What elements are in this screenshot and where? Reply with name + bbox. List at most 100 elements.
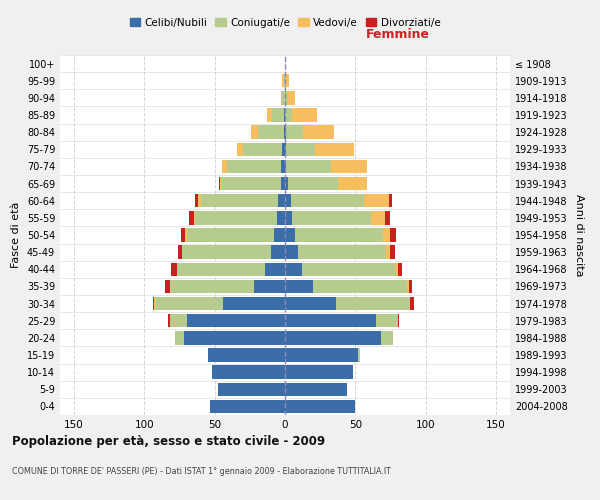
Bar [175, 331, 184, 344]
Bar [298, 246, 386, 259]
Bar [237, 142, 243, 156]
Bar [286, 74, 289, 88]
Bar [391, 246, 395, 259]
Bar [338, 177, 367, 190]
Bar [154, 297, 155, 310]
Bar [274, 228, 285, 241]
Bar [292, 211, 371, 224]
Bar [285, 400, 355, 413]
Bar [265, 262, 285, 276]
Bar [285, 74, 286, 88]
Bar [364, 194, 389, 207]
Bar [182, 246, 271, 259]
Bar [285, 331, 380, 344]
Bar [258, 126, 284, 139]
Bar [285, 348, 358, 362]
Bar [277, 211, 285, 224]
Bar [281, 91, 282, 104]
Bar [358, 348, 359, 362]
Bar [282, 74, 284, 88]
Bar [285, 211, 292, 224]
Bar [219, 177, 220, 190]
Bar [195, 211, 277, 224]
Bar [185, 228, 187, 241]
Bar [331, 160, 367, 173]
Bar [286, 142, 314, 156]
Y-axis label: Anni di nascita: Anni di nascita [574, 194, 584, 276]
Bar [212, 366, 285, 379]
Bar [208, 348, 285, 362]
Text: Popolazione per età, sesso e stato civile - 2009: Popolazione per età, sesso e stato civil… [12, 435, 325, 448]
Bar [267, 108, 272, 122]
Bar [282, 142, 285, 156]
Bar [194, 211, 195, 224]
Bar [303, 126, 334, 139]
Bar [272, 108, 284, 122]
Bar [170, 314, 187, 328]
Text: COMUNE DI TORRE DE' PASSERI (PE) - Dati ISTAT 1° gennaio 2009 - Elaborazione TUT: COMUNE DI TORRE DE' PASSERI (PE) - Dati … [12, 468, 391, 476]
Bar [177, 262, 265, 276]
Bar [407, 280, 409, 293]
Bar [371, 211, 385, 224]
Bar [292, 108, 317, 122]
Bar [286, 126, 303, 139]
Legend: Celibi/Nubili, Coniugati/e, Vedovi/e, Divorziati/e: Celibi/Nubili, Coniugati/e, Vedovi/e, Di… [125, 14, 445, 32]
Bar [227, 160, 281, 173]
Bar [166, 280, 170, 293]
Bar [391, 228, 396, 241]
Bar [285, 108, 292, 122]
Bar [385, 211, 391, 224]
Bar [155, 297, 223, 310]
Bar [285, 297, 335, 310]
Bar [285, 262, 302, 276]
Bar [198, 194, 200, 207]
Bar [302, 262, 396, 276]
Bar [285, 246, 298, 259]
Bar [285, 177, 288, 190]
Bar [184, 331, 285, 344]
Bar [171, 262, 177, 276]
Bar [398, 314, 399, 328]
Bar [285, 142, 286, 156]
Bar [376, 314, 398, 328]
Bar [285, 382, 347, 396]
Bar [254, 280, 285, 293]
Bar [170, 280, 254, 293]
Bar [295, 228, 383, 241]
Bar [335, 297, 410, 310]
Bar [285, 228, 295, 241]
Bar [380, 331, 393, 344]
Bar [222, 177, 281, 190]
Bar [211, 400, 285, 413]
Bar [220, 177, 222, 190]
Bar [285, 194, 290, 207]
Bar [288, 91, 295, 104]
Text: Femmine: Femmine [365, 28, 430, 40]
Bar [314, 142, 354, 156]
Bar [190, 211, 194, 224]
Bar [195, 194, 198, 207]
Bar [284, 126, 285, 139]
Bar [178, 246, 182, 259]
Bar [218, 382, 285, 396]
Bar [222, 160, 227, 173]
Bar [389, 194, 392, 207]
Bar [278, 194, 285, 207]
Bar [285, 91, 288, 104]
Bar [290, 194, 364, 207]
Bar [200, 194, 278, 207]
Bar [285, 280, 313, 293]
Bar [410, 297, 415, 310]
Bar [284, 74, 285, 88]
Bar [286, 160, 331, 173]
Bar [187, 228, 274, 241]
Bar [386, 246, 391, 259]
Bar [281, 160, 285, 173]
Bar [285, 126, 286, 139]
Bar [282, 91, 285, 104]
Bar [285, 366, 353, 379]
Bar [383, 228, 391, 241]
Bar [285, 314, 376, 328]
Bar [285, 160, 286, 173]
Bar [281, 177, 285, 190]
